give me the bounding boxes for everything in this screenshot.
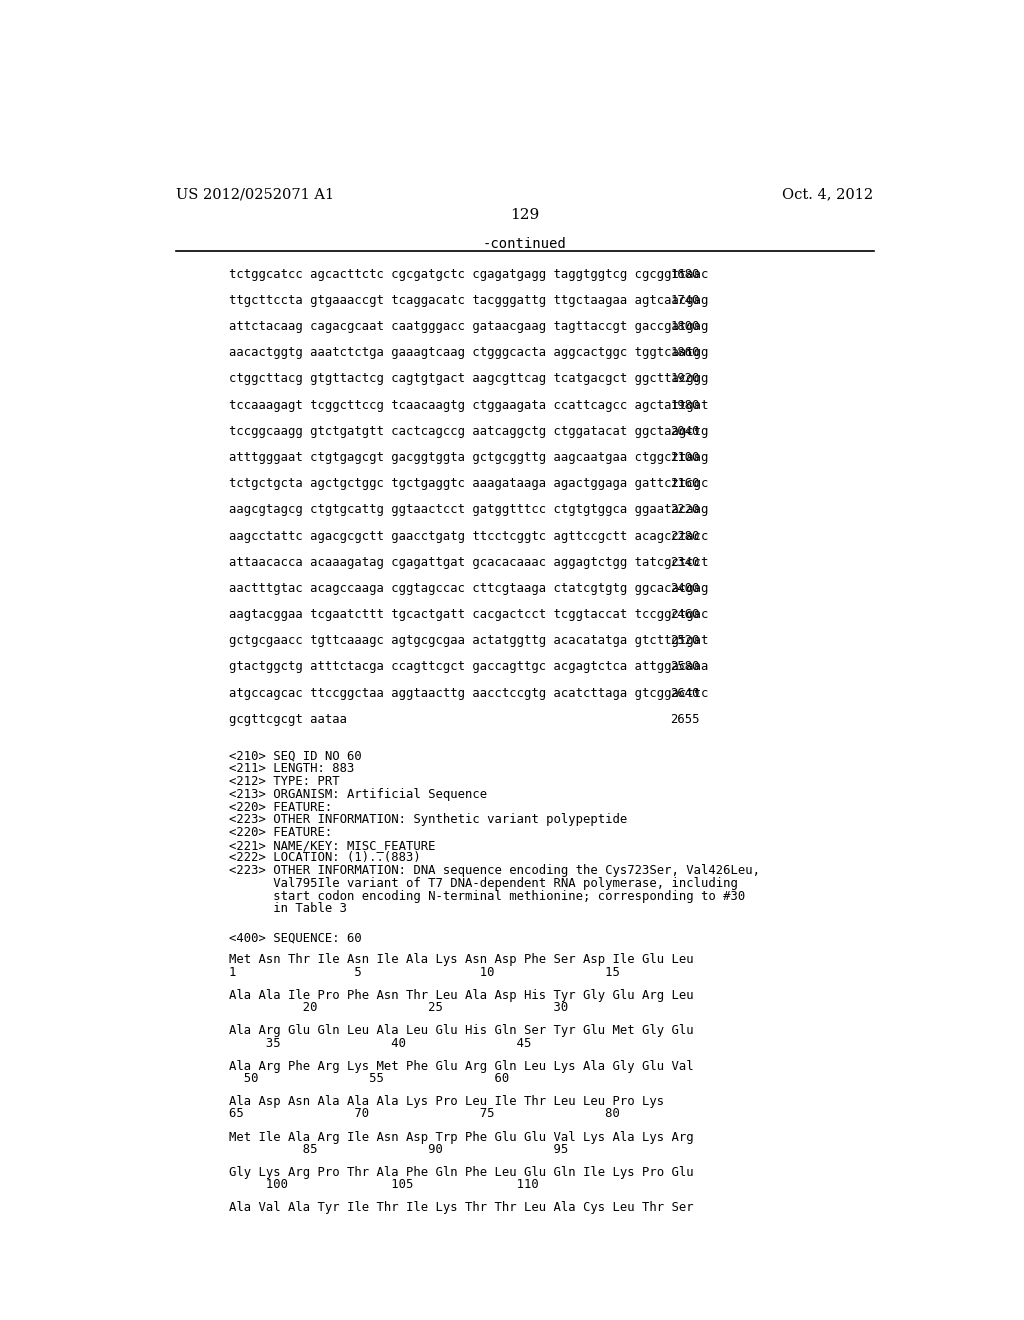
- Text: aagcctattc agacgcgctt gaacctgatg ttcctcggtc agttccgctt acagcctacc: aagcctattc agacgcgctt gaacctgatg ttcctcg…: [228, 529, 709, 543]
- Text: atgccagcac ttccggctaa aggtaacttg aacctccgtg acatcttaga gtcggacttc: atgccagcac ttccggctaa aggtaacttg aacctcc…: [228, 686, 709, 700]
- Text: -continued: -continued: [483, 238, 566, 251]
- Text: ctggcttacg gtgttactcg cagtgtgact aagcgttcag tcatgacgct ggcttacggg: ctggcttacg gtgttactcg cagtgtgact aagcgtt…: [228, 372, 709, 385]
- Text: in Table 3: in Table 3: [228, 903, 347, 915]
- Text: aacactggtg aaatctctga gaaagtcaag ctgggcacta aggcactggc tggtcaatgg: aacactggtg aaatctctga gaaagtcaag ctgggca…: [228, 346, 709, 359]
- Text: 1860: 1860: [671, 346, 700, 359]
- Text: 50               55               60: 50 55 60: [228, 1072, 509, 1085]
- Text: 1920: 1920: [671, 372, 700, 385]
- Text: Val795Ile variant of T7 DNA-dependent RNA polymerase, including: Val795Ile variant of T7 DNA-dependent RN…: [228, 876, 737, 890]
- Text: <222> LOCATION: (1)..(883): <222> LOCATION: (1)..(883): [228, 851, 421, 865]
- Text: 2520: 2520: [671, 635, 700, 647]
- Text: Ala Arg Phe Arg Lys Met Phe Glu Arg Gln Leu Lys Ala Gly Glu Val: Ala Arg Phe Arg Lys Met Phe Glu Arg Gln …: [228, 1060, 693, 1073]
- Text: Gly Lys Arg Pro Thr Ala Phe Gln Phe Leu Glu Gln Ile Lys Pro Glu: Gly Lys Arg Pro Thr Ala Phe Gln Phe Leu …: [228, 1166, 693, 1179]
- Text: Ala Asp Asn Ala Ala Ala Lys Pro Leu Ile Thr Leu Leu Pro Lys: Ala Asp Asn Ala Ala Ala Lys Pro Leu Ile …: [228, 1096, 664, 1107]
- Text: tccaaagagt tcggcttccg tcaacaagtg ctggaagata ccattcagcc agctattgat: tccaaagagt tcggcttccg tcaacaagtg ctggaag…: [228, 399, 709, 412]
- Text: 2640: 2640: [671, 686, 700, 700]
- Text: <223> OTHER INFORMATION: Synthetic variant polypeptide: <223> OTHER INFORMATION: Synthetic varia…: [228, 813, 627, 826]
- Text: tccggcaagg gtctgatgtt cactcagccg aatcaggctg ctggatacat ggctaagctg: tccggcaagg gtctgatgtt cactcagccg aatcagg…: [228, 425, 709, 438]
- Text: US 2012/0252071 A1: US 2012/0252071 A1: [176, 187, 334, 202]
- Text: gcgttcgcgt aataa: gcgttcgcgt aataa: [228, 713, 347, 726]
- Text: Oct. 4, 2012: Oct. 4, 2012: [782, 187, 873, 202]
- Text: <220> FEATURE:: <220> FEATURE:: [228, 800, 332, 813]
- Text: 1980: 1980: [671, 399, 700, 412]
- Text: 2040: 2040: [671, 425, 700, 438]
- Text: 65               70               75               80: 65 70 75 80: [228, 1107, 620, 1121]
- Text: gctgcgaacc tgttcaaagc agtgcgcgaa actatggttg acacatatga gtcttgtgat: gctgcgaacc tgttcaaagc agtgcgcgaa actatgg…: [228, 635, 709, 647]
- Text: 85               90               95: 85 90 95: [228, 1143, 568, 1156]
- Text: 100              105              110: 100 105 110: [228, 1179, 539, 1191]
- Text: Met Ile Ala Arg Ile Asn Asp Trp Phe Glu Glu Val Lys Ala Lys Arg: Met Ile Ala Arg Ile Asn Asp Trp Phe Glu …: [228, 1130, 693, 1143]
- Text: 2100: 2100: [671, 451, 700, 465]
- Text: 1                5                10               15: 1 5 10 15: [228, 966, 620, 978]
- Text: 2280: 2280: [671, 529, 700, 543]
- Text: 1740: 1740: [671, 294, 700, 308]
- Text: <221> NAME/KEY: MISC_FEATURE: <221> NAME/KEY: MISC_FEATURE: [228, 838, 435, 851]
- Text: <400> SEQUENCE: 60: <400> SEQUENCE: 60: [228, 932, 361, 945]
- Text: aagtacggaa tcgaatcttt tgcactgatt cacgactcct tcggtaccat tccggctgac: aagtacggaa tcgaatcttt tgcactgatt cacgact…: [228, 609, 709, 622]
- Text: atttgggaat ctgtgagcgt gacggtggta gctgcggttg aagcaatgaa ctggcttaag: atttgggaat ctgtgagcgt gacggtggta gctgcgg…: [228, 451, 709, 465]
- Text: <223> OTHER INFORMATION: DNA sequence encoding the Cys723Ser, Val426Leu,: <223> OTHER INFORMATION: DNA sequence en…: [228, 865, 760, 876]
- Text: ttgcttccta gtgaaaccgt tcaggacatc tacgggattg ttgctaagaa agtcaacgag: ttgcttccta gtgaaaccgt tcaggacatc tacggga…: [228, 294, 709, 308]
- Text: <212> TYPE: PRT: <212> TYPE: PRT: [228, 775, 339, 788]
- Text: tctgctgcta agctgctggc tgctgaggtc aaagataaga agactggaga gattcttcgc: tctgctgcta agctgctggc tgctgaggtc aaagata…: [228, 478, 709, 490]
- Text: Ala Ala Ile Pro Phe Asn Thr Leu Ala Asp His Tyr Gly Glu Arg Leu: Ala Ala Ile Pro Phe Asn Thr Leu Ala Asp …: [228, 989, 693, 1002]
- Text: 2220: 2220: [671, 503, 700, 516]
- Text: <211> LENGTH: 883: <211> LENGTH: 883: [228, 763, 354, 775]
- Text: 35               40               45: 35 40 45: [228, 1036, 531, 1049]
- Text: 2655: 2655: [671, 713, 700, 726]
- Text: tctggcatcc agcacttctc cgcgatgctc cgagatgagg taggtggtcg cgcggttaac: tctggcatcc agcacttctc cgcgatgctc cgagatg…: [228, 268, 709, 281]
- Text: 129: 129: [510, 209, 540, 223]
- Text: attctacaag cagacgcaat caatgggacc gataacgaag tagttaccgt gaccgatgag: attctacaag cagacgcaat caatgggacc gataacg…: [228, 321, 709, 333]
- Text: 2340: 2340: [671, 556, 700, 569]
- Text: 2580: 2580: [671, 660, 700, 673]
- Text: 2400: 2400: [671, 582, 700, 595]
- Text: aactttgtac acagccaaga cggtagccac cttcgtaaga ctatcgtgtg ggcacacgag: aactttgtac acagccaaga cggtagccac cttcgta…: [228, 582, 709, 595]
- Text: <220> FEATURE:: <220> FEATURE:: [228, 826, 332, 840]
- Text: 20               25               30: 20 25 30: [228, 1001, 568, 1014]
- Text: 2460: 2460: [671, 609, 700, 622]
- Text: gtactggctg atttctacga ccagttcgct gaccagttgc acgagtctca attggacaaa: gtactggctg atttctacga ccagttcgct gaccagt…: [228, 660, 709, 673]
- Text: 1680: 1680: [671, 268, 700, 281]
- Text: Met Asn Thr Ile Asn Ile Ala Lys Asn Asp Phe Ser Asp Ile Glu Leu: Met Asn Thr Ile Asn Ile Ala Lys Asn Asp …: [228, 953, 693, 966]
- Text: Ala Val Ala Tyr Ile Thr Ile Lys Thr Thr Leu Ala Cys Leu Thr Ser: Ala Val Ala Tyr Ile Thr Ile Lys Thr Thr …: [228, 1201, 693, 1214]
- Text: <210> SEQ ID NO 60: <210> SEQ ID NO 60: [228, 750, 361, 763]
- Text: aagcgtagcg ctgtgcattg ggtaactcct gatggtttcc ctgtgtggca ggaatacaag: aagcgtagcg ctgtgcattg ggtaactcct gatggtt…: [228, 503, 709, 516]
- Text: <213> ORGANISM: Artificial Sequence: <213> ORGANISM: Artificial Sequence: [228, 788, 486, 801]
- Text: 2160: 2160: [671, 478, 700, 490]
- Text: Ala Arg Glu Gln Leu Ala Leu Glu His Gln Ser Tyr Glu Met Gly Glu: Ala Arg Glu Gln Leu Ala Leu Glu His Gln …: [228, 1024, 693, 1038]
- Text: start codon encoding N-terminal methionine; corresponding to #30: start codon encoding N-terminal methioni…: [228, 890, 745, 903]
- Text: attaacacca acaaagatag cgagattgat gcacacaaac aggagtctgg tatcgctcct: attaacacca acaaagatag cgagattgat gcacaca…: [228, 556, 709, 569]
- Text: 1800: 1800: [671, 321, 700, 333]
